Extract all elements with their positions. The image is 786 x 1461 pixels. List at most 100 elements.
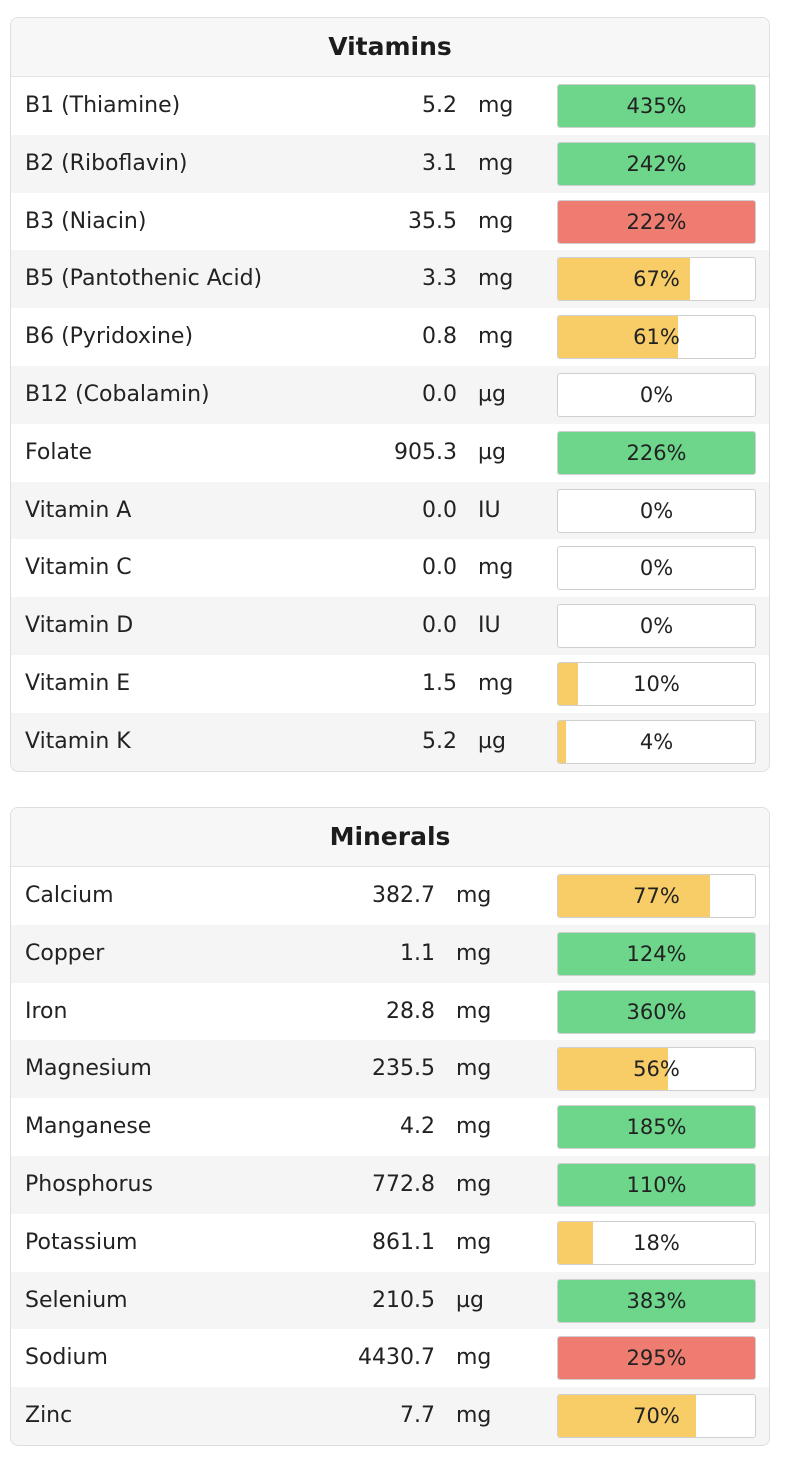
daily-value-bar: 383% — [557, 1278, 756, 1323]
nutrient-row: B3 (Niacin) 35.5 mg 222% — [11, 193, 769, 251]
daily-value-fill — [558, 720, 566, 763]
daily-value-percent: 435% — [626, 94, 687, 118]
daily-value-fill — [558, 1337, 755, 1380]
nutrient-amount: 861.1 — [372, 1229, 435, 1255]
daily-value-percent: 383% — [626, 1288, 687, 1313]
nutrient-amount: 210.5 — [372, 1287, 435, 1313]
nutrient-unit: mg — [478, 208, 514, 234]
daily-value-bar: 18% — [557, 1220, 756, 1265]
nutrient-amount: 0.0 — [422, 613, 457, 639]
nutrient-name: Copper — [25, 940, 105, 966]
nutrient-name: Selenium — [25, 1287, 128, 1313]
nutrient-row: Phosphorus 772.8 mg 110% — [11, 1155, 769, 1214]
daily-value-bar: 67% — [557, 257, 756, 302]
nutrient-row: Vitamin D 0.0 IU 0% — [11, 597, 769, 655]
nutrient-name: Phosphorus — [25, 1171, 153, 1197]
daily-value-bar: 0% — [557, 546, 756, 591]
nutrient-amount: 382.7 — [372, 883, 435, 908]
daily-value-fill — [558, 1048, 669, 1091]
daily-value-percent: 222% — [626, 209, 687, 234]
nutrient-amount: 1.5 — [422, 670, 457, 696]
daily-value-bar: 185% — [557, 1105, 756, 1150]
nutrient-amount: 0.8 — [422, 324, 457, 350]
daily-value-bar: 110% — [557, 1162, 756, 1207]
nutrient-amount: 5.2 — [422, 728, 457, 754]
minerals-panel: Minerals Calcium 382.7 mg 77% Copper 1.1 mg 124… — [10, 807, 770, 1446]
daily-value-percent: 10% — [633, 671, 680, 696]
nutrient-unit: mg — [456, 883, 492, 908]
nutrient-unit: µg — [478, 439, 506, 465]
daily-value-bar: 77% — [557, 874, 756, 918]
daily-value-fill — [558, 1221, 594, 1264]
nutrient-amount: 0.0 — [422, 555, 457, 581]
daily-value-fill — [558, 316, 679, 359]
daily-value-fill — [558, 431, 755, 474]
daily-value-fill — [558, 990, 755, 1033]
nutrient-row: Iron 28.8 mg 360% — [11, 983, 769, 1041]
daily-value-percent: 4% — [639, 729, 674, 754]
nutrient-name: Sodium — [25, 1345, 108, 1371]
daily-value-bar: 0% — [557, 604, 756, 649]
nutrient-name: Magnesium — [25, 1056, 152, 1082]
daily-value-fill — [558, 200, 755, 243]
nutrient-unit: mg — [456, 1345, 492, 1371]
nutrient-unit: mg — [478, 324, 514, 350]
daily-value-percent: 110% — [626, 1172, 687, 1197]
nutrient-unit: mg — [456, 1229, 492, 1255]
nutrient-name: B5 (Pantothenic Acid) — [25, 266, 263, 292]
daily-value-bar: 242% — [557, 141, 756, 186]
nutrient-amount: 28.8 — [386, 998, 435, 1024]
nutrient-name: Vitamin C — [25, 555, 132, 581]
nutrient-unit: mg — [456, 940, 492, 966]
nutrient-amount: 0.0 — [422, 497, 457, 523]
nutrient-unit: mg — [478, 555, 514, 581]
nutrient-row: B1 (Thiamine) 5.2 mg 435% — [11, 77, 769, 135]
daily-value-bar: 10% — [557, 661, 756, 706]
nutrient-amount: 4430.7 — [358, 1345, 435, 1371]
nutrient-name: B6 (Pyridoxine) — [25, 324, 194, 350]
minerals-header: Minerals — [11, 808, 769, 867]
nutrient-amount: 1.1 — [400, 940, 435, 966]
nutrient-amount: 3.1 — [422, 150, 457, 176]
nutrient-unit: mg — [456, 1403, 492, 1429]
nutrient-name: Folate — [25, 439, 93, 465]
daily-value-percent: 0% — [639, 556, 674, 581]
nutrient-unit: µg — [478, 728, 506, 754]
nutrient-name: Manganese — [25, 1114, 152, 1140]
nutrient-unit: IU — [478, 497, 501, 523]
nutrient-name: B12 (Cobalamin) — [25, 381, 210, 407]
daily-value-fill — [558, 142, 755, 185]
nutrient-amount: 0.0 — [422, 381, 457, 407]
daily-value-percent: 0% — [639, 382, 674, 407]
nutrient-amount: 5.2 — [422, 93, 457, 118]
nutrient-unit: mg — [478, 266, 514, 292]
nutrient-row: B6 (Pyridoxine) 0.8 mg 61% — [11, 308, 769, 366]
daily-value-fill — [558, 1106, 755, 1149]
vitamins-panel: Vitamins B1 (Thiamine) 5.2 mg 435% B2 (Ribof… — [10, 17, 770, 772]
nutrient-name: Vitamin E — [25, 670, 131, 696]
daily-value-percent: 185% — [626, 1115, 687, 1140]
daily-value-bar: 226% — [557, 430, 756, 475]
nutrient-name: B2 (Riboflavin) — [25, 150, 188, 176]
nutrient-row: Vitamin K 5.2 µg 4% — [11, 712, 769, 771]
nutrient-unit: mg — [456, 1056, 492, 1082]
daily-value-bar: 0% — [557, 488, 756, 533]
nutrient-row: B12 (Cobalamin) 0.0 µg 0% — [11, 365, 769, 424]
nutrient-row: Sodium 4430.7 mg 295% — [11, 1329, 769, 1387]
daily-value-percent: 0% — [639, 614, 674, 639]
nutrient-name: B1 (Thiamine) — [25, 93, 181, 118]
daily-value-bar: 360% — [557, 989, 756, 1034]
nutrient-name: Vitamin A — [25, 497, 132, 523]
daily-value-bar: 0% — [557, 372, 756, 417]
nutrient-amount: 235.5 — [372, 1056, 435, 1082]
daily-value-fill — [558, 1163, 755, 1206]
nutrient-unit: IU — [478, 613, 501, 639]
daily-value-percent: 360% — [626, 999, 687, 1024]
daily-value-bar: 124% — [557, 931, 756, 976]
daily-value-percent: 18% — [633, 1230, 680, 1255]
nutrient-row: Magnesium 235.5 mg 56% — [11, 1040, 769, 1099]
nutrient-unit: mg — [456, 1171, 492, 1197]
daily-value-percent: 77% — [633, 884, 680, 908]
daily-value-fill — [558, 932, 755, 975]
nutrient-unit: mg — [456, 1114, 492, 1140]
